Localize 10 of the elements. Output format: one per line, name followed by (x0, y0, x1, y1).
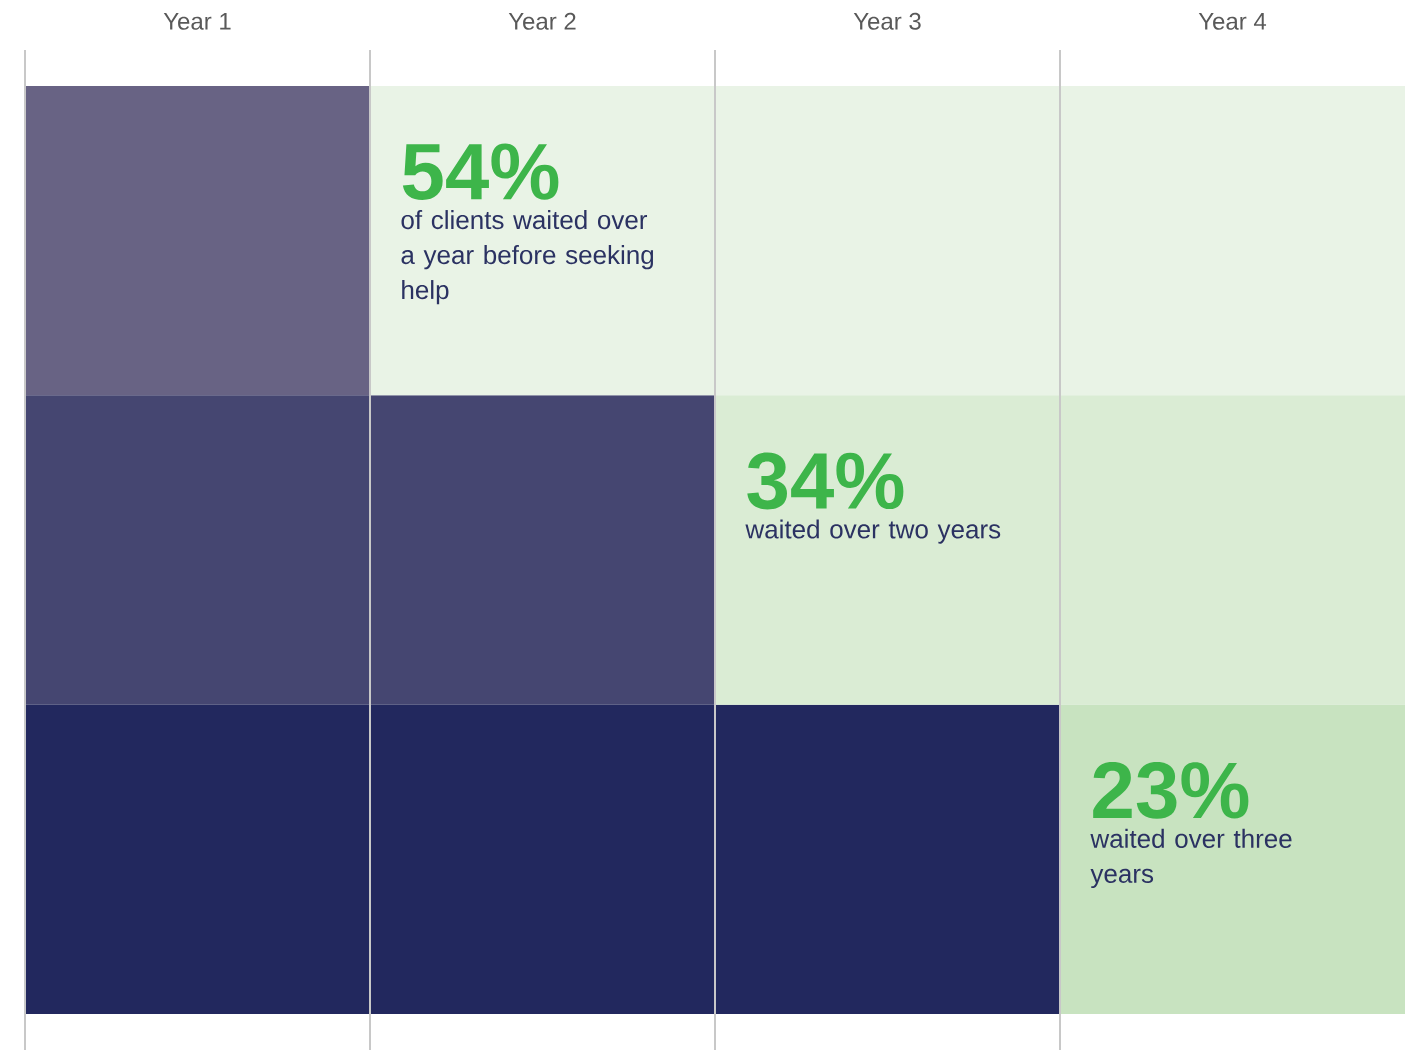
annotation: waited over three years (1090, 828, 1292, 889)
annotation: 23% (1093, 762, 1249, 819)
text: Year 2 (508, 12, 576, 30)
text: Year 1 (163, 13, 231, 30)
text: Year 4 (1198, 13, 1267, 30)
text: Year 3 (853, 12, 921, 30)
annotation: of clients waited over a year before seeking help (401, 210, 654, 305)
annotation: 34% (747, 452, 904, 510)
annotation: waited over two years (745, 519, 1001, 544)
annotation: 54% (402, 143, 559, 200)
